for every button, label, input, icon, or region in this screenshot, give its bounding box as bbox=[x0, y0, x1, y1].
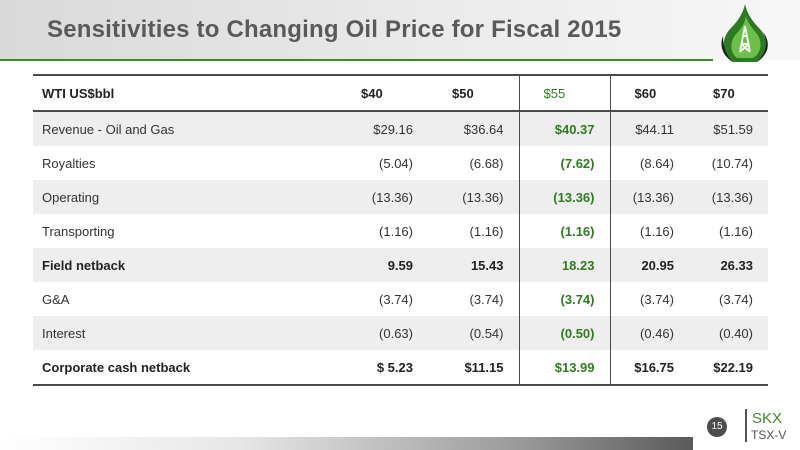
title-underline bbox=[0, 59, 713, 61]
row-label: Revenue - Oil and Gas bbox=[33, 111, 337, 146]
table-cell-highlight: 18.23 bbox=[518, 248, 611, 282]
table-cell: (0.54) bbox=[428, 316, 519, 350]
table-cell: (1.16) bbox=[719, 223, 753, 239]
table-cell: (13.36) bbox=[337, 180, 428, 214]
row-label: Corporate cash netback bbox=[33, 350, 337, 386]
header-cell: $40 bbox=[337, 74, 428, 112]
table-cell: 15.43 bbox=[428, 248, 519, 282]
oil-drop-leaf-icon bbox=[721, 4, 768, 62]
table-cell: (1.16) bbox=[379, 223, 413, 239]
table-cell: (0.40) bbox=[689, 316, 768, 350]
header-cell: WTI US$bbl bbox=[33, 74, 337, 112]
page-number: 15 bbox=[707, 417, 727, 437]
table-row: G&A (3.74) (3.74) (3.74) (3.74) (3.74) bbox=[33, 282, 768, 316]
ticker-divider bbox=[745, 409, 747, 442]
table-row: Operating (13.36) (13.36) (13.36) (13.36… bbox=[33, 180, 768, 214]
table-cell: (3.74) bbox=[379, 291, 413, 307]
title-bar bbox=[0, 0, 800, 60]
table-cell: $36.64 bbox=[428, 111, 519, 146]
row-label: Interest bbox=[33, 316, 337, 350]
exchange-label: TSX-V bbox=[751, 428, 787, 442]
table-row-subtotal: Field netback 9.59 15.43 18.23 20.95 26.… bbox=[33, 248, 768, 282]
table-cell: (13.36) bbox=[428, 180, 519, 214]
header-cell: $50 bbox=[428, 74, 519, 112]
sensitivity-table: WTI US$bbl $40 $50 $55 $60 $70 Revenue -… bbox=[33, 74, 768, 386]
row-label: Transporting bbox=[42, 223, 115, 239]
row-label: Operating bbox=[33, 180, 337, 214]
table-row: Transporting (1.16) (1.16) (1.16) (1.16)… bbox=[33, 214, 768, 248]
table-cell: (1.16) bbox=[640, 223, 674, 239]
table-cell-highlight: (1.16) bbox=[518, 214, 611, 248]
table-cell: (10.74) bbox=[711, 155, 753, 171]
table-cell-highlight: $40.37 bbox=[518, 111, 611, 146]
table-cell: (0.63) bbox=[337, 316, 428, 350]
table-cell: $ 5.23 bbox=[337, 350, 428, 386]
header-cell: $70 bbox=[689, 74, 768, 112]
table-cell: (3.74) bbox=[719, 291, 753, 307]
header-cell-highlight: $55 bbox=[518, 74, 611, 112]
table-cell-highlight: (0.50) bbox=[518, 316, 611, 350]
row-label: Royalties bbox=[42, 155, 96, 171]
table-cell-highlight: (7.62) bbox=[518, 146, 611, 180]
table-cell: $22.19 bbox=[689, 350, 768, 386]
table-row: Interest (0.63) (0.54) (0.50) (0.46) (0.… bbox=[33, 316, 768, 350]
table-cell: (0.46) bbox=[610, 316, 689, 350]
table-cell-highlight: $13.99 bbox=[518, 350, 611, 386]
table-cell: (8.64) bbox=[640, 155, 674, 171]
row-label: Field netback bbox=[33, 248, 337, 282]
table-header-row: WTI US$bbl $40 $50 $55 $60 $70 bbox=[33, 74, 768, 112]
table-row-total: Corporate cash netback $ 5.23 $11.15 $13… bbox=[33, 350, 768, 386]
table-cell: (6.68) bbox=[469, 155, 504, 171]
header-cell: $60 bbox=[610, 74, 689, 112]
table-cell: 20.95 bbox=[610, 248, 689, 282]
table-cell-highlight: (3.74) bbox=[518, 282, 611, 316]
page-title: Sensitivities to Changing Oil Price for … bbox=[47, 16, 622, 43]
table-cell: 9.59 bbox=[337, 248, 428, 282]
ticker-symbol: SKX bbox=[752, 410, 783, 427]
table-cell: (13.36) bbox=[610, 180, 689, 214]
table-row: Revenue - Oil and Gas $29.16 $36.64 $40.… bbox=[33, 111, 768, 146]
footer-bar bbox=[0, 437, 693, 450]
table-cell: (3.74) bbox=[640, 291, 674, 307]
table-cell: $44.11 bbox=[610, 111, 689, 146]
table-cell: $29.16 bbox=[337, 111, 428, 146]
row-label: G&A bbox=[42, 291, 70, 307]
table-row: Royalties (5.04) (6.68) (7.62) (8.64) (1… bbox=[33, 146, 768, 180]
table-cell: $11.15 bbox=[428, 350, 519, 386]
table-cell: (13.36) bbox=[689, 180, 768, 214]
table-cell-highlight: (13.36) bbox=[518, 180, 611, 214]
table-cell: 26.33 bbox=[689, 248, 768, 282]
table-cell: (5.04) bbox=[379, 155, 413, 171]
table-cell: (1.16) bbox=[469, 223, 504, 239]
table-cell: $16.75 bbox=[610, 350, 689, 386]
table-cell: $51.59 bbox=[689, 111, 768, 146]
table-cell: (3.74) bbox=[469, 291, 504, 307]
